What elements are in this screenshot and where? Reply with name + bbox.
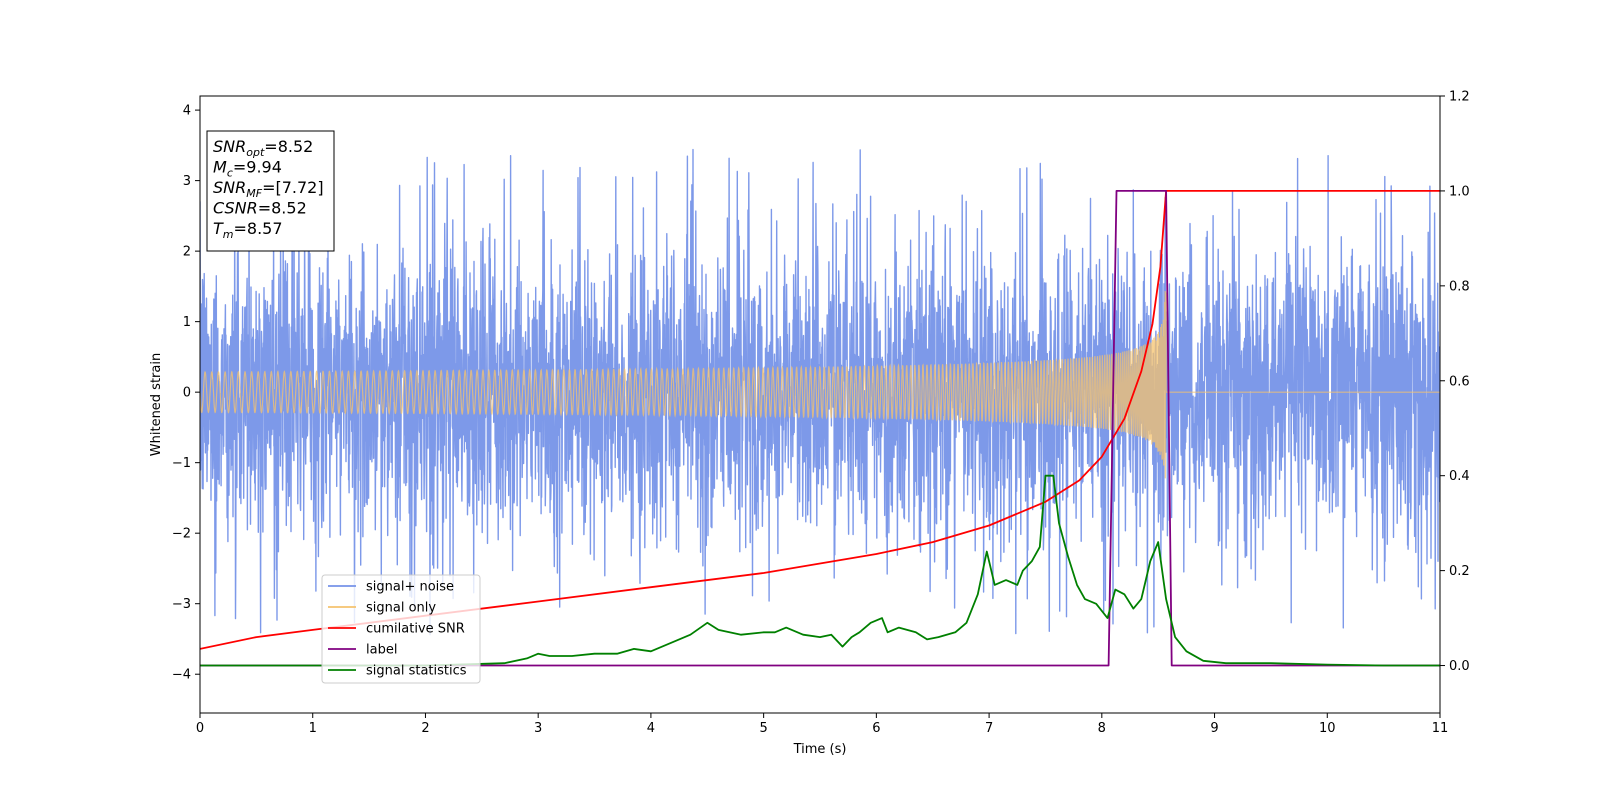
plot-frame [199, 95, 1441, 714]
x-tick-label: 4 [647, 721, 655, 736]
series-line-signal-only [200, 290, 1440, 479]
legend-label: signal statistics [366, 664, 467, 679]
y-axis-label: Whitened strain [149, 353, 164, 456]
y-right-tick-label: 1.2 [1449, 90, 1470, 105]
info-box-frame [206, 130, 335, 252]
legend-label: signal only [366, 601, 436, 616]
x-tick-label: 1 [309, 721, 317, 736]
x-tick-label: 6 [872, 721, 880, 736]
info-line: Tm=8.57 [213, 219, 283, 241]
x-tick-label: 2 [421, 721, 429, 736]
y-left-tick-label: −4 [172, 668, 191, 683]
y-left-tick-label: −2 [172, 527, 191, 542]
legend: signal+ noise signal only cumilative SNR la… [321, 574, 481, 684]
axes-layer: 0 1 2 3 4 5 6 7 8 9 10 11 −4 −3 −2 −1 0 1 2 3 4 0.0 0.2 0.4 0.6 0… [172, 90, 1470, 737]
y-right-tick-label: 1.0 [1449, 184, 1470, 199]
y-left-tick-label: −3 [172, 597, 191, 612]
x-tick-label: 3 [534, 721, 542, 736]
info-line: Mc=9.94 [213, 158, 282, 180]
legend-frame [321, 574, 481, 684]
y-left-tick-label: −1 [172, 456, 191, 471]
y-right-tick-label: 0.4 [1449, 469, 1470, 484]
y-left-tick-label: 3 [183, 174, 191, 189]
x-tick-label: 0 [196, 721, 204, 736]
x-tick-label: 8 [1098, 721, 1106, 736]
series-line-signal-statistics [200, 474, 1440, 667]
y-right-tick-label: 0.2 [1449, 564, 1470, 579]
y-left-tick-label: 2 [183, 245, 191, 260]
legend-label: label [366, 643, 397, 658]
x-tick-label: 10 [1319, 721, 1336, 736]
y-right-tick-label: 0.8 [1449, 279, 1470, 294]
info-line: SNRopt=8.52 [213, 137, 313, 159]
x-tick-label: 7 [985, 721, 993, 736]
series-line-label [200, 190, 1440, 667]
x-axis-label: Time (s) [793, 742, 847, 757]
y-right-tick-label: 0.6 [1449, 374, 1470, 389]
y-left-tick-label: 4 [183, 104, 191, 119]
x-tick-label: 9 [1210, 721, 1218, 736]
info-line: CSNR=8.52 [213, 199, 307, 218]
legend-label: signal+ noise [366, 580, 454, 595]
x-tick-label: 5 [759, 721, 767, 736]
info-box: SNRopt=8.52Mc=9.94SNRMF=[7.72]CSNR=8.52T… [206, 130, 335, 252]
legend-label: cumilative SNR [366, 622, 465, 637]
y-left-tick-label: 0 [183, 386, 191, 401]
y-right-tick-label: 0.0 [1449, 659, 1470, 674]
x-tick-label: 11 [1432, 721, 1449, 736]
y-left-tick-label: 1 [183, 315, 191, 330]
info-line: SNRMF=[7.72] [213, 178, 324, 200]
